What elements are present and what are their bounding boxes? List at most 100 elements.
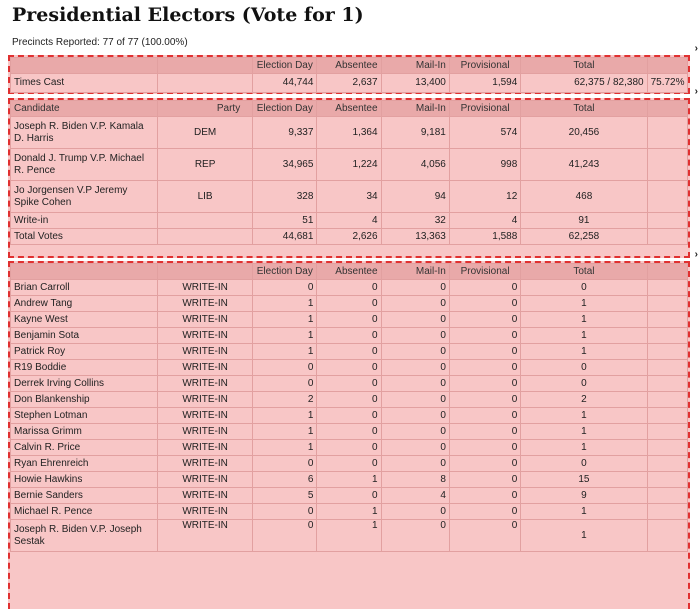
writeins-block: Election Day Absentee Mail-In Provisiona… <box>8 249 698 609</box>
candidate-party <box>156 212 254 229</box>
empty-cell <box>646 116 689 149</box>
writein-name: Kayne West <box>10 311 158 328</box>
writein-election-day: 6 <box>252 471 318 488</box>
writein-party: WRITE-IN <box>156 327 254 344</box>
writein-provisional: 0 <box>448 455 522 472</box>
candidate-provisional: 4 <box>448 212 522 229</box>
writein-absentee: 0 <box>316 311 382 328</box>
writein-mail-in: 0 <box>380 455 450 472</box>
col-total: Total <box>520 100 648 117</box>
writein-mail-in: 0 <box>380 439 450 456</box>
writein-party: WRITE-IN <box>156 343 254 360</box>
col-absentee: Absentee <box>316 100 382 117</box>
writeins-table: Election Day Absentee Mail-In Provisiona… <box>10 263 689 552</box>
empty-cell <box>646 311 689 328</box>
writein-party: WRITE-IN <box>156 295 254 312</box>
writein-mail-in: 0 <box>380 327 450 344</box>
writein-mail-in: 0 <box>380 343 450 360</box>
writein-name: Andrew Tang <box>10 295 158 312</box>
times-cast-total: 62,375 / 82,380 <box>520 73 648 93</box>
writein-row: Ryan Ehrenreich WRITE-IN 0 0 0 0 0 <box>10 455 689 472</box>
empty-cell <box>646 391 689 408</box>
empty-header <box>646 100 689 117</box>
candidate-provisional: 574 <box>448 116 522 149</box>
writein-party: WRITE-IN <box>156 487 254 504</box>
times-cast-block: Election Day Absentee Mail-In Provisiona… <box>8 43 698 94</box>
empty-cell <box>646 407 689 424</box>
candidate-provisional: 998 <box>448 148 522 181</box>
writein-total: 1 <box>520 407 648 424</box>
writein-row: Andrew Tang WRITE-IN 1 0 0 0 1 <box>10 295 689 312</box>
col-mail-in: Mail-In <box>380 100 450 117</box>
writein-provisional: 0 <box>448 407 522 424</box>
expand-arrow-icon[interactable]: › <box>694 43 698 54</box>
writein-mail-in: 0 <box>380 519 450 552</box>
writein-row: Brian Carroll WRITE-IN 0 0 0 0 0 <box>10 279 689 296</box>
expand-arrow-icon[interactable]: › <box>694 86 698 97</box>
times-cast-election-day: 44,744 <box>252 73 318 93</box>
candidates-header-row: Candidate Party Election Day Absentee Ma… <box>10 100 689 117</box>
candidate-party: DEM <box>156 116 254 149</box>
writein-total: 1 <box>520 327 648 344</box>
writein-row: Calvin R. Price WRITE-IN 1 0 0 0 1 <box>10 439 689 456</box>
writein-name: Ryan Ehrenreich <box>10 455 158 472</box>
candidate-name: Donald J. Trump V.P. Michael R. Pence <box>10 148 158 181</box>
times-cast-label: Times Cast <box>10 73 158 93</box>
writein-mail-in: 0 <box>380 375 450 392</box>
candidate-total: 62,258 <box>520 228 648 245</box>
empty-cell <box>646 503 689 520</box>
writein-row: Bernie Sanders WRITE-IN 5 0 4 0 9 <box>10 487 689 504</box>
writein-name: Bernie Sanders <box>10 487 158 504</box>
col-provisional: Provisional <box>448 100 522 117</box>
candidate-row: Write-in 51 4 32 4 91 <box>10 212 689 229</box>
writein-mail-in: 0 <box>380 359 450 376</box>
empty-cell <box>646 279 689 296</box>
candidate-name: Joseph R. Biden V.P. Kamala D. Harris <box>10 116 158 149</box>
writein-row: Howie Hawkins WRITE-IN 6 1 8 0 15 <box>10 471 689 488</box>
col-election-day: Election Day <box>252 100 318 117</box>
candidate-mail-in: 13,363 <box>380 228 450 245</box>
writein-absentee: 0 <box>316 407 382 424</box>
writein-name: Brian Carroll <box>10 279 158 296</box>
writein-election-day: 0 <box>252 279 318 296</box>
col-election-day: Election Day <box>252 57 318 74</box>
writein-party: WRITE-IN <box>156 455 254 472</box>
empty-cell <box>646 148 689 181</box>
writein-provisional: 0 <box>448 519 522 552</box>
empty-header <box>156 57 254 74</box>
writein-provisional: 0 <box>448 471 522 488</box>
writein-election-day: 1 <box>252 327 318 344</box>
writein-total: 1 <box>520 519 648 552</box>
writein-name: Benjamin Sota <box>10 327 158 344</box>
expand-arrow-icon[interactable]: › <box>694 249 698 260</box>
writein-provisional: 0 <box>448 343 522 360</box>
writein-provisional: 0 <box>448 375 522 392</box>
writein-election-day: 0 <box>252 359 318 376</box>
candidate-mail-in: 9,181 <box>380 116 450 149</box>
writein-party: WRITE-IN <box>156 471 254 488</box>
writein-provisional: 0 <box>448 439 522 456</box>
empty-cell <box>646 343 689 360</box>
writein-row: Derrek Irving Collins WRITE-IN 0 0 0 0 0 <box>10 375 689 392</box>
times-cast-provisional: 1,594 <box>448 73 522 93</box>
candidates-table: Candidate Party Election Day Absentee Ma… <box>10 100 689 245</box>
writein-absentee: 0 <box>316 439 382 456</box>
candidate-name: Total Votes <box>10 228 158 245</box>
empty-cell <box>646 487 689 504</box>
writein-row: Michael R. Pence WRITE-IN 0 1 0 0 1 <box>10 503 689 520</box>
candidate-mail-in: 4,056 <box>380 148 450 181</box>
writeins-header-row: Election Day Absentee Mail-In Provisiona… <box>10 263 689 280</box>
candidate-absentee: 4 <box>316 212 382 229</box>
empty-cell <box>646 228 689 245</box>
writein-party: WRITE-IN <box>156 375 254 392</box>
writein-row: Marissa Grimm WRITE-IN 1 0 0 0 1 <box>10 423 689 440</box>
writein-party: WRITE-IN <box>156 439 254 456</box>
candidate-row: Total Votes 44,681 2,626 13,363 1,588 62,258 <box>10 228 689 245</box>
writein-party: WRITE-IN <box>156 503 254 520</box>
empty-cell <box>646 180 689 213</box>
writein-mail-in: 0 <box>380 423 450 440</box>
writein-mail-in: 0 <box>380 503 450 520</box>
writein-party: WRITE-IN <box>156 279 254 296</box>
writein-name: Calvin R. Price <box>10 439 158 456</box>
candidate-absentee: 1,224 <box>316 148 382 181</box>
